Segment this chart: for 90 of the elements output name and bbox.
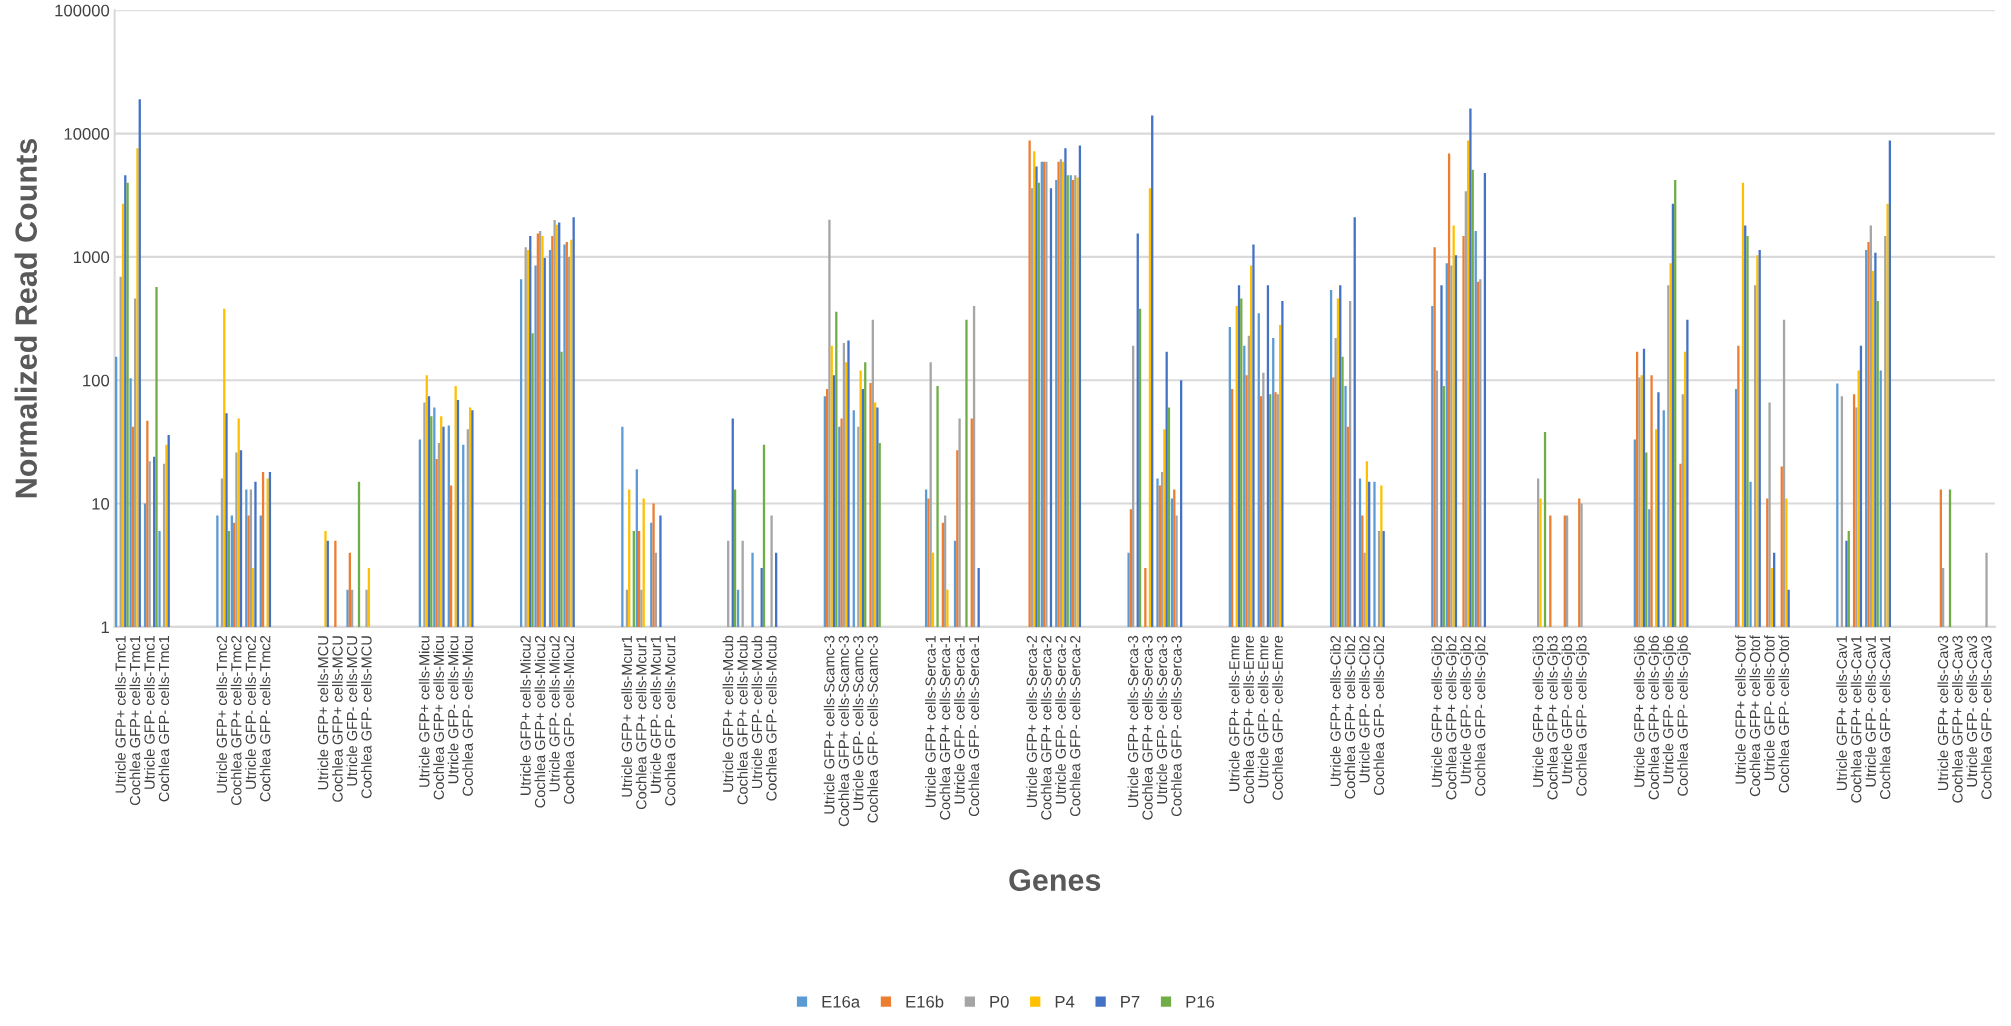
y-tick-label: 10: [92, 497, 110, 510]
x-tick-label: Cochlea GFP+ cells-Cav3: [1951, 635, 1963, 803]
x-tick-label: Cochlea GFP+ cells-Gjb6: [1648, 635, 1662, 800]
y-tick-label: 1000: [73, 251, 110, 264]
y-tick-label: 100: [83, 374, 110, 387]
x-axis-title: Genes: [1009, 869, 1101, 891]
x-tick-label: Cochlea GFP- cells-Gjb6: [1677, 635, 1691, 796]
x-tick-label: Utricle GFP+ cells-Gjb6: [1633, 635, 1648, 787]
x-tick-label: Utricle GFP+ cells-Cav1: [1836, 635, 1847, 791]
x-tick-label: Cochlea GFP- cells-MCU: [360, 636, 372, 799]
x-tick-label: Utricle GFP- cells-Tmc1: [143, 635, 155, 789]
x-tick-label: Utricle GFP+ cells-Cib2: [1330, 635, 1341, 787]
x-tick-label: Utricle GFP- cells-Tmc2: [245, 635, 256, 789]
x-tick-label: Utricle GFP+ cells-Gjb3: [1532, 635, 1547, 787]
x-tick-label: Cochlea GFP- cells-Cav1: [1879, 635, 1891, 799]
y-tick-label: 100000: [55, 4, 110, 17]
x-tick-label: Cochlea GFP- cells-Mcur1: [664, 635, 676, 806]
x-tick-label: Cochlea GFP+ cells-Cav1: [1850, 635, 1862, 803]
x-tick-label: Cochlea GFP- cells-Serca-1: [968, 635, 980, 817]
x-tick-label: Cochlea GFP+ cells-Mcur1: [635, 635, 647, 810]
x-tick-label: Utricle GFP- cells-Serca-2: [1055, 635, 1066, 804]
x-tick-label: Cochlea GFP- cells-Micu2: [563, 635, 575, 804]
x-tick-label: Cochlea GFP+ cells-Tmc2: [230, 635, 242, 806]
x-tick-label: Utricle GFP- cells-Gjb3: [1561, 635, 1576, 784]
x-tick-label: Utricle GFP- cells-Serca-1: [953, 635, 965, 804]
x-tick-label: Utricle GFP- cells-Cav1: [1865, 635, 1876, 787]
legend-label: E16b: [906, 995, 944, 1008]
x-tick-label: Cochlea GFP- cells-Tmc1: [158, 635, 170, 802]
x-tick-label: Cochlea GFP+ cells-Serca-1: [939, 635, 951, 820]
x-tick-label: Utricle GFP- cells-Mcur1: [650, 635, 661, 793]
x-tick-label: Cochlea GFP+ cells-Cib2: [1344, 635, 1356, 799]
x-tick-label: Cochlea GFP+ cells-Scamc-3: [838, 635, 849, 827]
x-tick-label: Utricle GFP- cells-Micu2: [548, 635, 560, 792]
legend-label: P7: [1121, 996, 1140, 1008]
x-tick-label: Utricle GFP+ cells-Serca-1: [925, 635, 936, 808]
x-tick-label: Utricle GFP+ cells-Emre: [1228, 635, 1240, 791]
x-tick-label: Utricle GFP+ cells-Tmc1: [115, 635, 126, 793]
x-tick-label: Cochlea GFP+ cells-Gjb2: [1445, 635, 1460, 800]
x-tick-label: Cochlea GFP- cells-Serca-2: [1069, 635, 1081, 817]
x-tick-label: Utricle GFP- cells-Gjb2: [1460, 635, 1474, 784]
legend-label: P0: [990, 995, 1009, 1008]
x-tick-label: Cochlea GFP+ cells-Tmc1: [129, 635, 141, 806]
x-tick-label: Utricle GFP+ cells-Otof: [1735, 635, 1746, 784]
x-tick-label: Cochlea GFP+ cells-Micu: [433, 636, 444, 800]
x-tick-label: Utricle GFP- cells-Micu: [447, 636, 459, 784]
legend-label: E16a: [822, 995, 861, 1008]
x-tick-label: Cochlea GFP- cells-Emre: [1272, 635, 1283, 800]
x-tick-label: Utricle GFP- cells-Mcub: [751, 635, 763, 789]
x-tick-label: Cochlea GFP+ cells-Gjb3: [1546, 635, 1561, 800]
x-tick-label: Utricle GFP+ cells-Scamc-3: [823, 635, 835, 814]
legend-label: P16: [1186, 995, 1215, 1008]
x-tick-label: Utricle GFP+ cells-Serca-2: [1026, 635, 1037, 808]
x-tick-label: Cochlea GFP+ cells-Serca-3: [1141, 635, 1153, 820]
x-tick-label: Utricle GFP- cells-Emre: [1257, 635, 1269, 788]
legend-label: P4: [1055, 996, 1075, 1008]
x-tick-label: Utricle GFP+ cells-MCU: [317, 636, 329, 790]
x-tick-label: Cochlea GFP- cells-Micu: [462, 636, 473, 796]
y-axis-title: Normalized Read Counts: [14, 139, 38, 498]
x-tick-label: Utricle GFP+ cells-Tmc2: [216, 635, 228, 793]
x-tick-label: Utricle GFP+ cells-Micu: [418, 636, 430, 787]
x-tick-label: Utricle GFP- cells-MCU: [346, 636, 358, 786]
x-tick-label: Cochlea GFP+ cells-Mcub: [737, 635, 748, 805]
y-tick-label: 1: [101, 621, 109, 633]
x-tick-label: Cochlea GFP- cells-Otof: [1778, 635, 1790, 793]
x-tick-label: Utricle GFP- cells-Cav3: [1966, 635, 1978, 787]
x-tick-label: Cochlea GFP- cells-Tmc2: [259, 635, 271, 802]
x-tick-label: Cochlea GFP- cells-Serca-3: [1170, 635, 1182, 817]
x-tick-label: Cochlea GFP- cells-Cav3: [1980, 635, 1992, 799]
x-tick-label: Cochlea GFP+ cells-Micu2: [534, 635, 546, 808]
x-tick-label: Utricle GFP+ cells-Mcub: [722, 635, 734, 792]
x-tick-label: Utricle GFP- cells-Serca-3: [1156, 635, 1168, 804]
x-tick-label: Utricle GFP- cells-Scamc-3: [852, 635, 864, 810]
x-tick-label: Utricle GFP- cells-Cib2: [1358, 635, 1370, 783]
y-tick-label: 10000: [64, 127, 110, 140]
x-tick-label: Cochlea GFP+ cells-MCU: [332, 636, 343, 802]
x-tick-label: Utricle GFP+ cells-Serca-3: [1127, 635, 1139, 808]
x-tick-label: Utricle GFP+ cells-Micu2: [520, 635, 531, 795]
x-tick-label: Cochlea GFP- cells-Cib2: [1373, 635, 1385, 795]
x-tick-label: Cochlea GFP- cells-Mcub: [765, 635, 777, 801]
x-tick-label: Cochlea GFP- cells-Gjb2: [1474, 635, 1489, 796]
x-tick-label: Cochlea GFP+ cells-Otof: [1749, 635, 1761, 797]
x-tick-label: Cochlea GFP+ cells-Emre: [1243, 635, 1254, 804]
x-tick-label: Cochlea GFP- cells-Gjb3: [1575, 635, 1590, 796]
x-tick-label: Utricle GFP+ cells-Mcur1: [621, 635, 632, 797]
x-tick-label: Utricle GFP+ cells-Gjb2: [1431, 635, 1445, 787]
x-tick-label: Utricle GFP- cells-Gjb6: [1662, 635, 1677, 784]
x-tick-label: Cochlea GFP+ cells-Serca-2: [1040, 635, 1052, 820]
x-tick-label: Utricle GFP+ cells-Cav3: [1937, 635, 1949, 791]
x-tick-label: Utricle GFP- cells-Otof: [1763, 635, 1775, 780]
x-tick-label: Cochlea GFP- cells-Scamc-3: [867, 635, 878, 823]
